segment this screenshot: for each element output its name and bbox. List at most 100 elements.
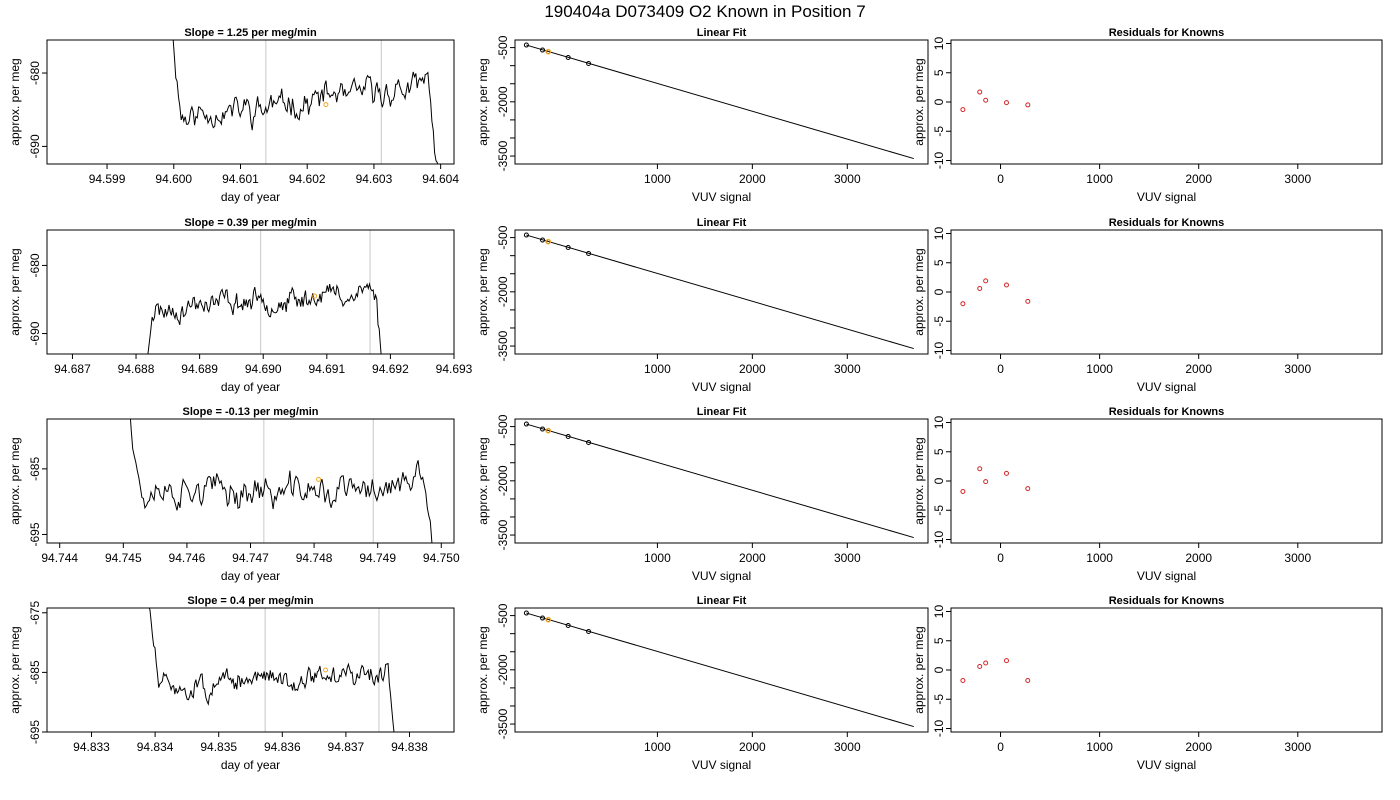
x-tick-label: 94.837 [328, 740, 365, 754]
sample-point [545, 48, 552, 55]
residuals-panel: Residuals for Knowns 0 1000 2000 3000 -10 -5 0 5… [912, 406, 1383, 583]
x-tick-label: 94.833 [73, 740, 110, 754]
x-axis-label: day of year [221, 758, 280, 772]
residual-point [977, 466, 983, 472]
y-tick-label: 5 [932, 69, 946, 76]
y-tick-label: -680 [28, 253, 42, 277]
known-point [586, 628, 592, 634]
x-tick-label: 94.688 [118, 362, 155, 376]
known-point [523, 421, 529, 427]
residual-point [960, 107, 966, 113]
known-point [586, 60, 592, 66]
residual-point [1025, 298, 1031, 304]
x-tick-label: 94.747 [232, 551, 269, 565]
y-axis-label: approx. per meg [8, 437, 22, 524]
y-tick-label: 0 [932, 288, 946, 295]
time-series-panel: Slope = 1.25 per meg/min 94.599 94.600 94.6… [8, 27, 459, 204]
x-tick-label: 3000 [834, 551, 861, 565]
panel-title: Linear Fit [697, 406, 747, 418]
panel-title: Linear Fit [697, 595, 747, 607]
residual-point [977, 663, 983, 669]
x-tick-label: 94.744 [41, 551, 78, 565]
x-tick-label: 0 [997, 551, 1004, 565]
x-axis-label: VUV signal [1137, 569, 1196, 583]
y-tick-label: 5 [932, 448, 946, 455]
x-tick-label: 94.604 [422, 172, 459, 186]
linear-fit-panel: Linear Fit 1000 2000 3000 -500 -2000 -3500 VUV … [476, 406, 929, 583]
y-tick-label: -500 [496, 414, 510, 438]
known-point [565, 55, 571, 61]
y-tick-label: -690 [28, 321, 42, 345]
known-point [586, 250, 592, 256]
fit-line [526, 44, 914, 160]
residual-point [983, 479, 989, 485]
y-axis-label: approx. per meg [476, 58, 490, 145]
y-axis-label: approx. per meg [912, 58, 926, 145]
residual-point [983, 278, 989, 284]
residual-point [983, 660, 989, 666]
x-axis-label: VUV signal [1137, 758, 1196, 772]
residual-point [1025, 486, 1031, 492]
y-tick-label: -2000 [496, 276, 510, 307]
x-tick-label: 94.745 [105, 551, 142, 565]
plot-frame [46, 39, 455, 165]
x-tick-label: 1000 [644, 740, 671, 754]
plot-frame [950, 607, 1383, 733]
y-tick-label: -3500 [496, 519, 510, 550]
residual-point [960, 489, 966, 495]
y-tick-label: 5 [932, 637, 946, 644]
known-point [540, 426, 546, 432]
panel-title: Residuals for Knowns [1109, 217, 1225, 229]
panel-title: Linear Fit [697, 217, 747, 229]
sample-point [545, 427, 552, 434]
x-tick-label: 3000 [1284, 362, 1311, 376]
panel-title: Residuals for Knowns [1109, 27, 1225, 39]
signal-trace [129, 419, 433, 543]
signal-trace [147, 282, 382, 354]
x-tick-label: 94.690 [245, 362, 282, 376]
x-tick-label: 2000 [739, 551, 766, 565]
known-point [523, 610, 529, 616]
panel-title: Residuals for Knowns [1109, 406, 1225, 418]
y-tick-label: -695 [28, 522, 42, 546]
mean-marker [323, 102, 329, 108]
linear-fit-panel: Linear Fit 1000 2000 3000 -500 -2000 -3500 VUV … [476, 27, 929, 204]
plot-frame [950, 229, 1383, 355]
y-tick-label: 10 [932, 227, 946, 241]
mean-marker [323, 667, 329, 673]
y-axis-label: approx. per meg [476, 248, 490, 335]
y-axis-label: approx. per meg [912, 437, 926, 524]
x-tick-label: 1000 [644, 172, 671, 186]
x-tick-label: 94.603 [356, 172, 393, 186]
x-tick-label: 1000 [644, 551, 671, 565]
y-axis-label: approx. per meg [8, 58, 22, 145]
x-tick-label: 2000 [739, 172, 766, 186]
residual-point [1003, 282, 1009, 288]
y-tick-label: -5 [932, 505, 946, 516]
x-tick-label: 94.687 [54, 362, 91, 376]
residuals-panel: Residuals for Knowns 0 1000 2000 3000 -10 -5 0 5… [912, 27, 1383, 204]
signal-trace [172, 40, 438, 164]
x-tick-label: 2000 [1185, 740, 1212, 754]
x-tick-label: 94.748 [296, 551, 333, 565]
plot-frame [46, 229, 455, 355]
x-tick-label: 94.602 [289, 172, 326, 186]
panel-title: Slope = 0.39 per meg/min [184, 217, 317, 229]
x-tick-label: 2000 [739, 362, 766, 376]
mean-marker [312, 293, 318, 299]
panels: Slope = 1.25 per meg/min 94.599 94.600 94.6… [8, 27, 1383, 772]
x-tick-label: 1000 [644, 362, 671, 376]
y-tick-label: -675 [28, 600, 42, 624]
y-tick-label: 10 [932, 605, 946, 619]
known-point [540, 615, 546, 621]
y-tick-label: -680 [28, 61, 42, 85]
x-axis-label: VUV signal [1137, 380, 1196, 394]
y-axis-label: approx. per meg [8, 248, 22, 335]
x-tick-label: 1000 [1086, 172, 1113, 186]
x-tick-label: 3000 [1284, 551, 1311, 565]
signal-trace [148, 608, 395, 732]
known-point [540, 237, 546, 243]
residual-point [977, 285, 983, 291]
fit-line [526, 234, 914, 350]
x-axis-label: VUV signal [692, 569, 751, 583]
